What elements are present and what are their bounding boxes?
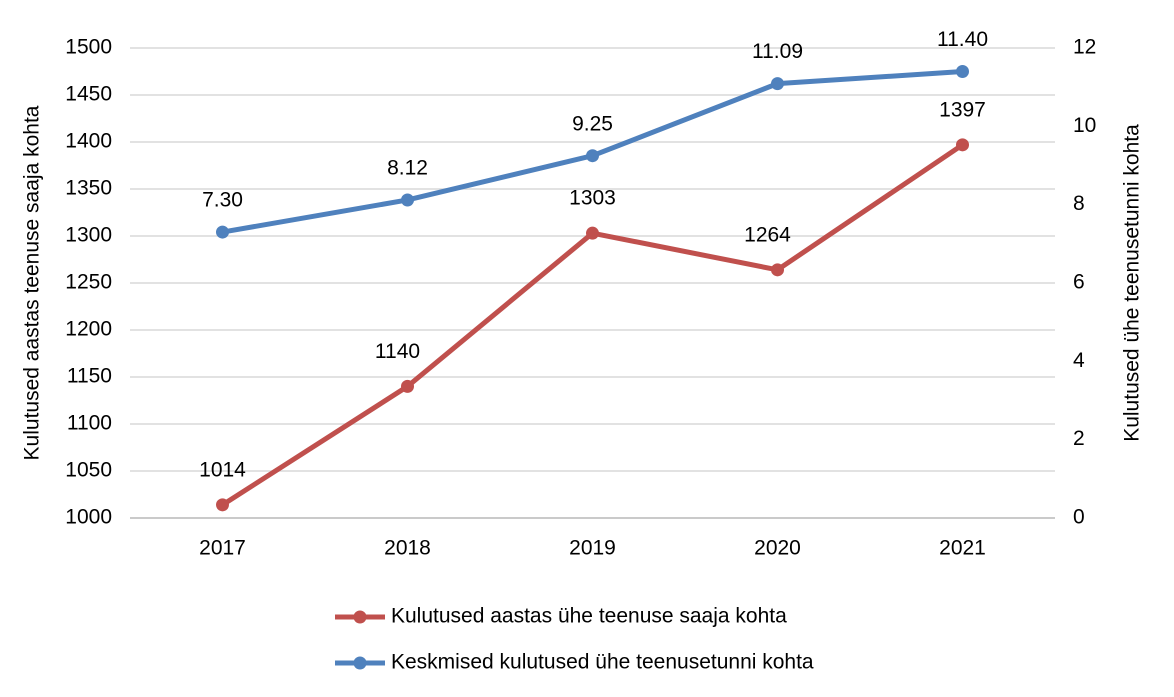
data-label: 9.25	[572, 112, 613, 135]
data-point	[586, 226, 599, 240]
legend-marker	[353, 610, 367, 624]
y-tick-label: 1150	[67, 365, 112, 388]
data-point	[401, 193, 414, 207]
y-tick-label: 1400	[65, 130, 112, 153]
y2-tick-label: 12	[1073, 36, 1096, 59]
data-point	[401, 379, 414, 393]
data-label: 11.40	[937, 28, 988, 51]
x-tick-label: 2017	[199, 537, 246, 560]
x-tick-label: 2019	[569, 537, 616, 560]
y-tick-label: 1250	[65, 271, 112, 294]
y-tick-label: 1200	[65, 318, 112, 341]
legend-label: Keskmised kulutused ühe teenusetunni koh…	[391, 651, 814, 674]
y-tick-label: 1300	[65, 224, 112, 247]
data-label: 7.30	[202, 189, 243, 212]
data-point	[956, 65, 969, 78]
data-label: 1014	[199, 458, 246, 481]
y-axis-title: Kulutused aastas teenuse saaja kohta	[21, 105, 44, 460]
legend-label: Kulutused aastas ühe teenuse saaja kohta	[391, 605, 787, 628]
x-tick-label: 2018	[384, 537, 431, 560]
data-point	[216, 225, 229, 239]
y2-tick-label: 8	[1073, 192, 1085, 215]
data-label: 11.09	[752, 40, 803, 63]
data-point	[216, 498, 229, 512]
data-point	[771, 77, 784, 91]
y2-tick-label: 6	[1073, 271, 1085, 294]
data-point	[771, 263, 784, 277]
y2-tick-label: 10	[1073, 114, 1096, 137]
y-tick-label: 1450	[65, 83, 112, 106]
legend-marker	[353, 656, 367, 670]
data-label: 1303	[569, 187, 616, 210]
y2-tick-label: 2	[1073, 427, 1085, 450]
data-label: 8.12	[387, 157, 428, 180]
y-tick-label: 1100	[67, 412, 112, 435]
y-tick-label: 1050	[65, 459, 112, 482]
y2-tick-label: 4	[1073, 349, 1085, 372]
data-label: 1140	[375, 340, 420, 363]
y2-axis-title: Kulutused ühe teenusetunni kohta	[1121, 124, 1144, 442]
data-label: 1397	[939, 98, 986, 121]
y-tick-label: 1000	[65, 506, 112, 529]
y-tick-label: 1350	[65, 177, 112, 200]
y2-tick-label: 0	[1073, 506, 1085, 529]
x-tick-label: 2020	[754, 537, 801, 560]
data-point	[956, 138, 969, 152]
data-point	[586, 149, 599, 163]
y-tick-label: 1500	[65, 36, 112, 59]
x-tick-label: 2021	[939, 537, 986, 560]
data-label: 1264	[744, 223, 791, 246]
